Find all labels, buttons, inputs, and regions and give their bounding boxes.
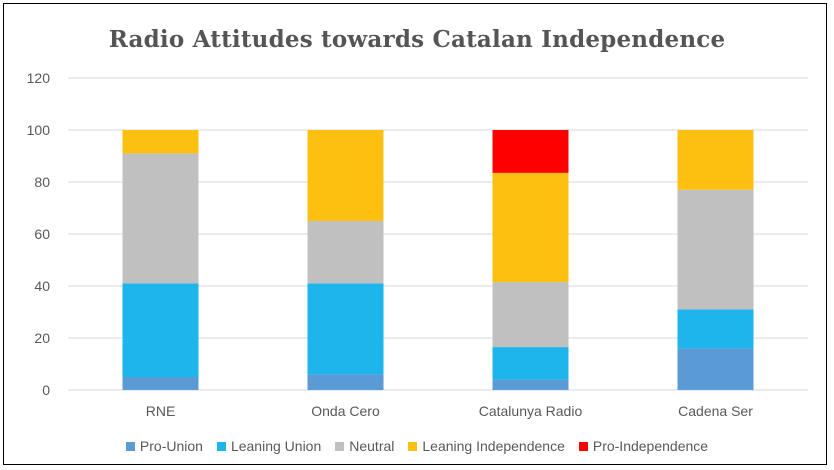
bar-segment-pro-union-cadena-ser — [677, 348, 754, 390]
x-tick-label: Catalunya Radio — [479, 403, 583, 419]
bar-segment-leaning-independence-cadena-ser — [677, 130, 754, 190]
y-tick-label: 120 — [27, 70, 51, 86]
legend-item: Neutral — [335, 438, 394, 454]
bar-segment-leaning-union-cadena-ser — [677, 309, 754, 349]
y-tick-label: 100 — [27, 122, 51, 138]
bar-segment-neutral-cadena-ser — [677, 189, 754, 310]
legend-item: Leaning Independence — [408, 438, 565, 454]
bar-segment-leaning-independence-catalunya-radio — [492, 172, 569, 283]
bar-segment-neutral-catalunya-radio — [492, 282, 569, 348]
bar-segment-pro-union-catalunya-radio — [492, 379, 569, 390]
bar-segment-leaning-union-rne — [122, 283, 199, 377]
legend-swatch — [408, 441, 418, 451]
bar-segment-leaning-independence-onda-cero — [307, 130, 384, 221]
legend-swatch — [335, 441, 345, 451]
legend-label: Leaning Independence — [422, 438, 565, 454]
x-tick-label: Cadena Ser — [678, 403, 753, 419]
legend-item: Pro-Union — [125, 438, 203, 454]
bar-segment-leaning-independence-rne — [122, 130, 199, 154]
x-tick-label: RNE — [146, 403, 176, 419]
legend-label: Leaning Union — [230, 438, 322, 454]
legend-swatch — [578, 441, 588, 451]
chart-legend: Pro-Union Leaning Union Neutral Leaning Ind… — [0, 438, 834, 454]
bar-segment-pro-union-rne — [122, 377, 199, 390]
legend-swatch — [216, 441, 226, 451]
bar-segment-neutral-onda-cero — [307, 221, 384, 284]
y-tick-label: 40 — [34, 278, 50, 294]
y-tick-label: 80 — [34, 174, 50, 190]
bar-segment-leaning-union-onda-cero — [307, 283, 384, 375]
legend-label: Pro-Independence — [592, 438, 709, 454]
legend-label: Neutral — [349, 438, 395, 454]
bar-segment-pro-independence-catalunya-radio — [492, 130, 569, 173]
bar-segment-pro-union-onda-cero — [307, 374, 384, 390]
bar-segment-leaning-union-catalunya-radio — [492, 347, 569, 380]
y-tick-label: 20 — [34, 330, 50, 346]
legend-label: Pro-Union — [139, 438, 203, 454]
chart-title: Radio Attitudes towards Catalan Independ… — [108, 26, 726, 53]
legend-item: Pro-Independence — [578, 438, 709, 454]
y-tick-label: 0 — [42, 382, 50, 398]
legend-swatch — [125, 441, 135, 451]
y-tick-label: 60 — [34, 226, 50, 242]
legend-item: Leaning Union — [216, 438, 322, 454]
x-tick-label: Onda Cero — [311, 403, 380, 419]
bar-segment-neutral-rne — [122, 153, 199, 284]
